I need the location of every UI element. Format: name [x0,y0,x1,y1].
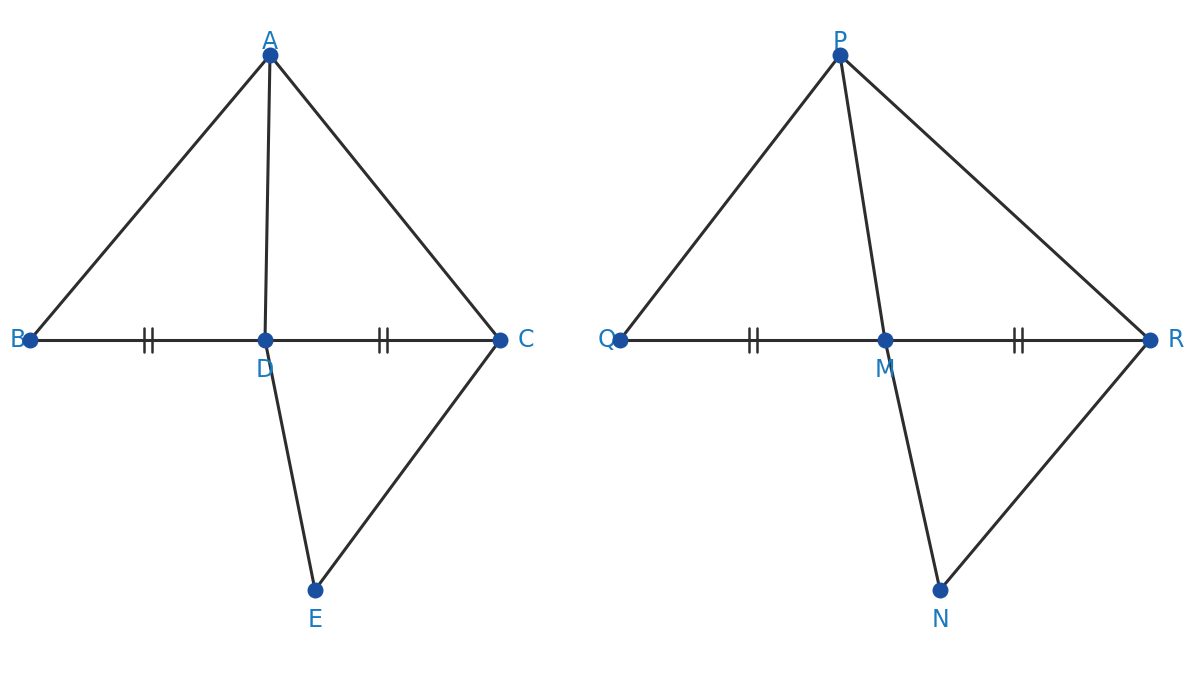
Point [1140,334,1159,345]
Text: N: N [931,608,949,632]
Point [491,334,510,345]
Point [20,334,40,345]
Text: A: A [262,30,278,54]
Text: D: D [256,358,274,382]
Point [256,334,275,345]
Point [830,49,850,60]
Text: P: P [833,30,847,54]
Point [876,334,895,345]
Text: Q: Q [598,328,617,352]
Point [260,49,280,60]
Text: M: M [875,358,895,382]
Point [611,334,630,345]
Text: R: R [1168,328,1184,352]
Text: E: E [307,608,323,632]
Point [930,584,949,595]
Point [305,584,324,595]
Text: B: B [10,328,26,352]
Text: C: C [518,328,534,352]
